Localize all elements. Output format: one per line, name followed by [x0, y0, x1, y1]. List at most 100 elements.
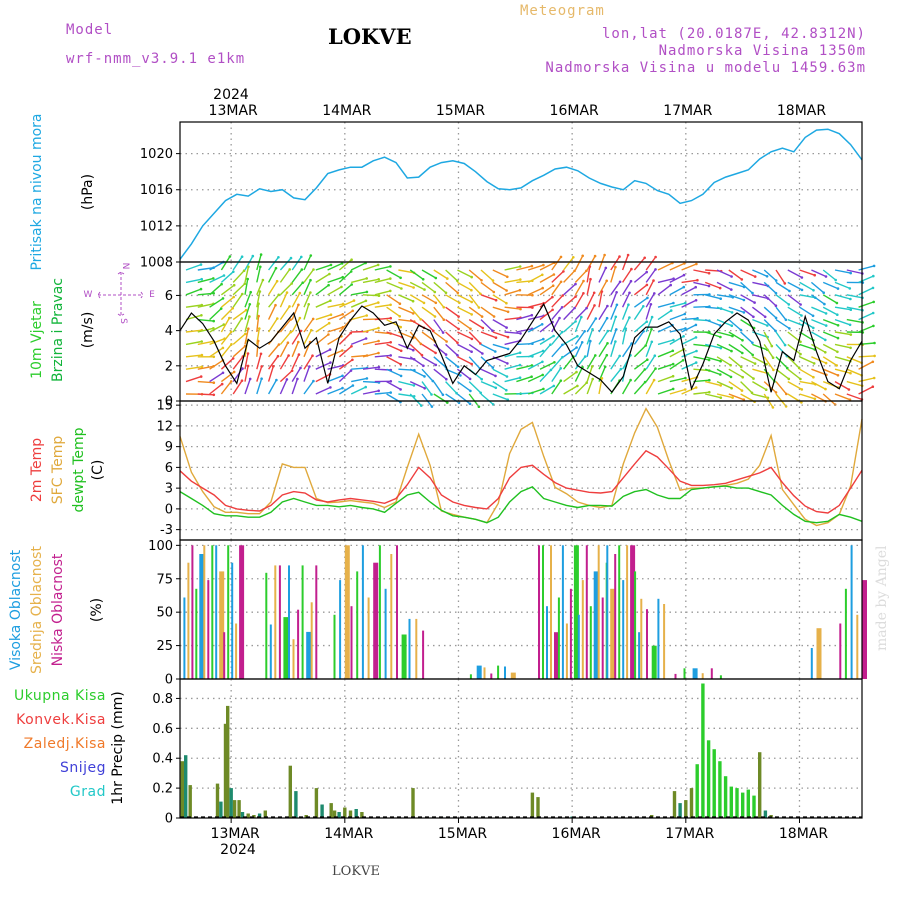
cloud-bar	[274, 565, 277, 679]
wind-arrow-head	[742, 398, 746, 402]
wind-arrow-head	[836, 336, 840, 340]
wind-arrow-head	[446, 277, 449, 280]
wind-arrow	[197, 365, 214, 370]
wind-arrow	[185, 340, 202, 346]
wind-arrow-head	[600, 377, 604, 380]
wind-arrow	[256, 279, 264, 296]
wind-arrow	[267, 267, 277, 283]
wind-arrow-head	[220, 282, 223, 286]
cloud-bar	[538, 545, 540, 679]
wind-arrow	[351, 377, 368, 383]
wind-arrow-head	[494, 386, 498, 390]
wind-arrow	[657, 375, 674, 383]
wind-arrow	[693, 343, 710, 347]
precip-bar	[332, 810, 337, 818]
cloud-bar	[657, 598, 660, 679]
wind-arrow	[704, 281, 721, 289]
wind-arrow-head	[246, 277, 249, 281]
wind-arrow	[787, 294, 802, 306]
wind-arrow	[504, 317, 521, 321]
wind-arrow	[728, 319, 742, 331]
wind-arrow	[468, 281, 481, 295]
wind-arrow	[633, 359, 648, 370]
wind-arrow	[421, 306, 436, 318]
wind-arrow	[256, 366, 263, 382]
wind-arrow	[846, 356, 862, 364]
wind-arrow	[492, 306, 509, 313]
cloud-bar	[646, 609, 648, 679]
wind-arrow-head	[228, 316, 231, 320]
wind-arrow	[232, 318, 243, 333]
wind-arrow-head	[650, 315, 654, 319]
precip-bar	[672, 791, 677, 818]
wind-arrow	[504, 289, 521, 296]
wind-arrow	[858, 386, 874, 395]
wind-arrow	[351, 354, 368, 358]
wind-arrow-head	[352, 299, 356, 302]
wind-arrow	[787, 281, 803, 291]
cloud-bar	[269, 624, 272, 679]
wind-arrow-head	[681, 359, 685, 362]
wind-arrow	[398, 269, 415, 274]
wind-arrow	[563, 307, 576, 321]
wind-arrow-head	[552, 384, 556, 388]
wind-arrow-head	[274, 266, 278, 270]
wind-arrow	[504, 340, 521, 346]
wind-arrow	[445, 294, 460, 304]
wind-arrow-head	[412, 286, 415, 289]
wind-arrow	[539, 309, 554, 321]
wind-arrow	[693, 391, 710, 395]
wind-arrow-head	[289, 318, 292, 321]
cloud-bar	[344, 545, 350, 679]
wind-arrow-head	[277, 293, 281, 297]
wind-arrow	[834, 343, 851, 349]
wind-arrow	[268, 280, 278, 296]
wind-arrow-head	[290, 369, 294, 373]
wind-arrow-head	[518, 265, 522, 268]
wind-arrow-head	[329, 313, 333, 317]
wind-arrow	[457, 294, 473, 303]
wind-arrow-head	[433, 315, 437, 318]
wind-arrow	[291, 378, 299, 395]
wind-arrow-head	[739, 365, 743, 369]
wind-arrow	[256, 328, 260, 345]
panel-frame	[179, 400, 863, 541]
cloud-bar	[585, 545, 588, 679]
wind-arrow-head	[241, 367, 244, 370]
wind-arrow	[705, 356, 721, 362]
wind-arrow	[527, 264, 544, 271]
precip-legend-item: Ukupna Kisa	[14, 688, 106, 704]
y-tick-label: 1016	[140, 183, 173, 198]
wind-arrow	[539, 296, 553, 308]
wind-arrow	[232, 256, 243, 271]
wind-arrow	[468, 331, 481, 344]
wind-arrow	[799, 356, 815, 365]
panel-clouds: 0 25 50 75 100 Visoka Oblacnost Srednja Oblacn…	[8, 539, 867, 688]
wind-arrow-head	[836, 350, 839, 354]
wind-arrow-head	[812, 289, 815, 292]
wind-arrow-head	[309, 254, 313, 257]
wind-arrow-head	[764, 388, 768, 392]
wind-arrow	[657, 339, 674, 346]
wind-arrow	[586, 266, 591, 283]
wind-arrow-head	[328, 272, 331, 276]
wind-arrow-head	[411, 312, 415, 315]
wind-arrow-head	[836, 324, 840, 327]
wind-arrow-head	[246, 352, 250, 355]
wind-arrow	[858, 312, 874, 321]
wind-arrow	[775, 269, 786, 284]
wind-arrow	[645, 280, 655, 296]
wind-arrow	[728, 393, 745, 401]
wind-arrow	[409, 269, 424, 280]
cloud-bar	[396, 545, 398, 679]
wind-arrow	[527, 361, 543, 370]
wind-arrow	[386, 269, 401, 279]
wind-arrow	[775, 294, 790, 305]
wind-arrow	[504, 364, 521, 370]
wind-arrow-head	[573, 269, 576, 273]
wind-arrow	[811, 343, 826, 353]
wind-arrow-head	[398, 302, 402, 306]
wind-arrow	[303, 380, 314, 395]
wind-arrow-head	[836, 287, 840, 290]
wind-arrow-head	[277, 255, 280, 259]
